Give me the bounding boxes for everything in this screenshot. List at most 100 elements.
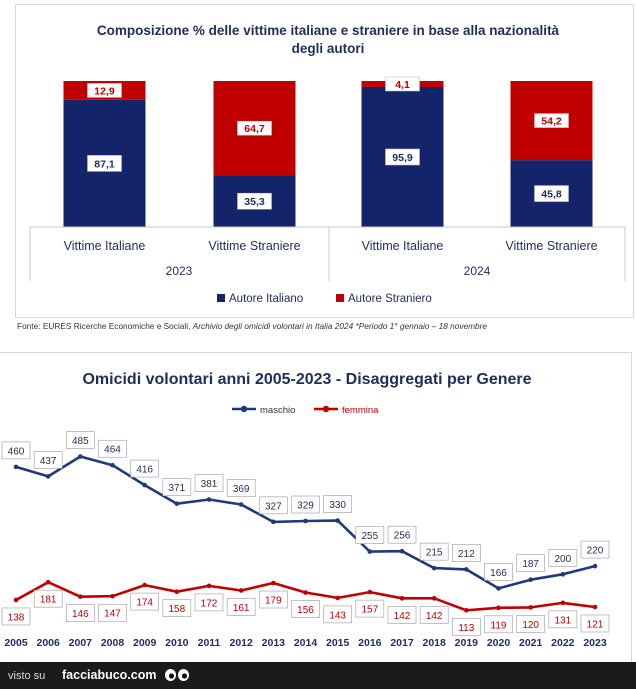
data-label-italiano: 95,9 <box>392 152 413 164</box>
data-point-maschio <box>78 454 83 459</box>
x-tick-label: 2018 <box>422 637 446 649</box>
data-label-italiano: 45,8 <box>541 189 562 201</box>
x-tick-label: 2006 <box>36 637 60 649</box>
data-label-maschio: 166 <box>490 568 507 579</box>
data-point-femmina <box>303 590 308 595</box>
data-label-box <box>162 478 192 496</box>
data-point-maschio <box>303 518 308 524</box>
chart-title-line-2: degli autori <box>292 41 365 56</box>
data-label-maschio: 215 <box>426 548 443 559</box>
data-label-box <box>548 610 578 629</box>
data-label-box <box>194 474 224 492</box>
data-label-maschio: 255 <box>361 531 378 542</box>
source-note: Fonte: EURES Ricerche Economiche e Socia… <box>17 321 627 331</box>
data-point-maschio <box>592 563 598 569</box>
x-tick-label: 2023 <box>583 637 607 649</box>
data-label-maschio: 329 <box>297 501 314 512</box>
data-label-femmina: 121 <box>587 619 604 630</box>
data-point-maschio <box>142 482 147 488</box>
x-group-label: 2023 <box>166 264 193 278</box>
data-label-box <box>33 589 63 608</box>
data-label-femmina: 120 <box>522 620 539 631</box>
data-label-maschio: 460 <box>8 446 25 457</box>
data-point-maschio <box>560 572 566 577</box>
data-label-maschio: 212 <box>458 549 475 560</box>
data-point-maschio <box>464 567 469 572</box>
data-point-maschio <box>367 549 373 554</box>
data-label-box <box>1 607 31 626</box>
data-label-box <box>385 148 420 166</box>
data-label-box <box>580 540 610 559</box>
data-label-maschio: 220 <box>587 546 604 557</box>
data-label-box <box>66 431 95 449</box>
data-label-straniero: 64,7 <box>244 123 265 135</box>
x-tick-label: 2005 <box>4 637 28 649</box>
data-point-femmina <box>592 604 598 610</box>
line-chart: Omicidi volontari anni 2005-2023 - Disag… <box>1 371 610 649</box>
source-italic: Archivio degli omicidi volontari in Ital… <box>192 321 488 331</box>
data-point-maschio <box>13 464 19 470</box>
data-label-box <box>130 592 159 611</box>
x-tick-label: 2011 <box>198 637 221 649</box>
legend-marker-femmina <box>322 405 330 413</box>
data-point-femmina <box>335 595 340 601</box>
data-label-box <box>33 451 63 469</box>
data-label-femmina: 156 <box>297 605 314 616</box>
legend-label-straniero: Autore Straniero <box>348 293 432 305</box>
data-point-maschio <box>238 502 244 507</box>
data-point-maschio <box>174 501 180 506</box>
data-label-box <box>1 441 31 460</box>
data-point-maschio <box>528 577 533 583</box>
legend-marker-maschio <box>240 405 248 413</box>
footer-site-link[interactable]: facciabuco.com <box>62 668 157 682</box>
data-label-femmina: 143 <box>329 610 346 621</box>
data-label-maschio: 187 <box>522 559 539 570</box>
data-point-femmina <box>142 582 147 588</box>
x-tick-label: Vittime Italiane <box>362 239 444 253</box>
data-point-femmina <box>367 589 373 595</box>
data-point-femmina <box>560 600 566 606</box>
data-label-femmina: 174 <box>136 598 153 609</box>
x-tick-label: 2021 <box>519 637 543 649</box>
data-label-box <box>534 113 569 128</box>
data-label-box <box>355 599 385 618</box>
x-group-label: 2024 <box>464 264 491 278</box>
data-label-box <box>484 563 513 581</box>
data-label-straniero: 12,9 <box>94 85 115 97</box>
data-label-maschio: 371 <box>168 483 185 494</box>
data-label-italiano: 35,3 <box>244 196 265 208</box>
eyes-logo-icon <box>165 669 189 681</box>
data-label-femmina: 142 <box>394 611 411 622</box>
bar-chart-panel: Composizione % delle vittime italiane e … <box>15 4 634 318</box>
legend-label-italiano: Autore Italiano <box>229 293 303 305</box>
legend-label-femmina: femmina <box>342 405 379 416</box>
line-chart-panel: Omicidi volontari anni 2005-2023 - Disag… <box>0 352 632 662</box>
x-tick-label: 2013 <box>262 637 286 649</box>
x-tick-label: 2009 <box>133 637 157 649</box>
data-point-femmina <box>45 579 51 585</box>
data-label-box <box>419 542 449 561</box>
x-tick-label: Vittime Straniere <box>208 239 300 253</box>
data-label-box <box>87 155 122 172</box>
chart-title: Omicidi volontari anni 2005-2023 - Disag… <box>82 371 531 388</box>
data-label-femmina: 157 <box>361 605 378 616</box>
data-label-box <box>259 496 288 515</box>
data-point-maschio <box>496 586 501 591</box>
data-label-box <box>385 76 420 92</box>
data-label-box <box>259 590 288 609</box>
data-label-box <box>484 615 513 634</box>
footer-bar: visto su facciabuco.com <box>0 662 636 689</box>
data-point-femmina <box>271 580 276 586</box>
x-tick-label: 2012 <box>229 637 253 649</box>
data-label-maschio: 464 <box>104 445 121 456</box>
data-point-femmina <box>174 589 180 594</box>
stacked-bar-chart: Composizione % delle vittime italiane e … <box>29 23 626 305</box>
data-label-box <box>87 83 122 98</box>
data-point-maschio <box>45 474 51 479</box>
chart-title-line-1: Composizione % delle vittime italiane e … <box>97 23 560 38</box>
data-point-femmina <box>13 597 19 603</box>
data-label-box <box>516 554 545 573</box>
x-tick-label: 2016 <box>358 637 382 649</box>
data-point-femmina <box>110 593 115 599</box>
data-label-femmina: 161 <box>233 603 250 614</box>
